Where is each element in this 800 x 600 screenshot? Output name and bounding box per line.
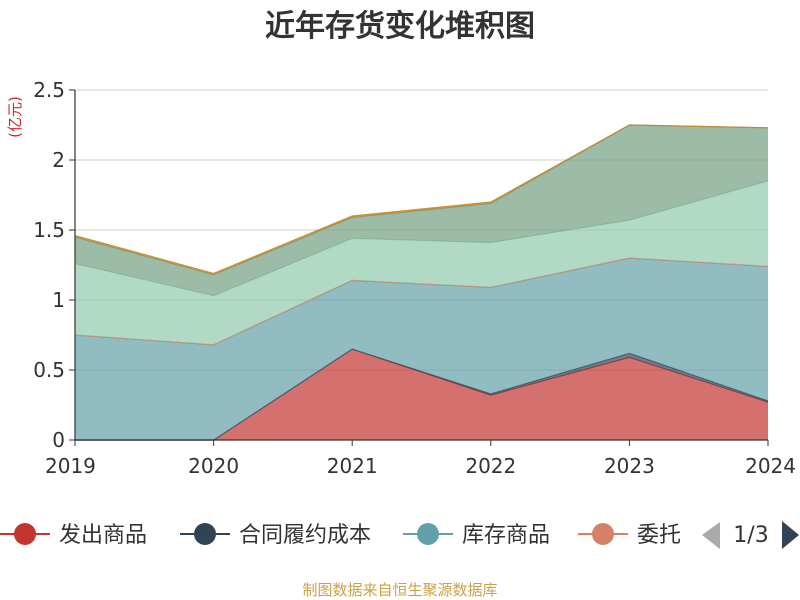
legend-label: 合同履约成本 [239, 523, 371, 548]
legend-pager: 1/3 [702, 521, 799, 549]
legend-label: 发出商品 [59, 523, 147, 548]
series-line [74, 124, 769, 275]
legend-circle-marker [14, 523, 36, 545]
axes [69, 89, 769, 446]
y-tick-label: 0 [52, 428, 65, 452]
data-source-note: 制图数据来自恒生聚源数据库 [302, 581, 497, 599]
legend-next-arrow-icon[interactable] [782, 521, 799, 549]
series-area [75, 349, 768, 440]
chart-title: 近年存货变化堆积图 [265, 9, 535, 44]
legend-page-indicator: 1/3 [733, 523, 768, 548]
y-unit-label: (亿元) [6, 96, 24, 138]
series-area [75, 258, 768, 440]
y-tick-label: 2 [52, 148, 65, 172]
legend-item[interactable]: 委托 [578, 523, 681, 548]
legend-circle-marker [417, 523, 439, 545]
legend-circle-marker [592, 523, 614, 545]
series-area [75, 181, 768, 345]
x-tick-label: 2019 [45, 454, 96, 478]
y-tick-label: 0.5 [33, 358, 65, 382]
legend: 发出商品 合同履约成本 库存商品 委托 [0, 523, 681, 548]
legend-label: 委托 [637, 523, 681, 548]
x-tick-label: 2022 [465, 454, 516, 478]
x-tick-label: 2020 [188, 454, 239, 478]
x-tick-label: 2023 [604, 454, 655, 478]
legend-item[interactable]: 合同履约成本 [180, 523, 371, 548]
x-tick-labels: 2019 2020 2021 2022 2023 2024 [45, 454, 796, 478]
x-tick-label: 2021 [327, 454, 378, 478]
y-tick-label: 1 [52, 288, 65, 312]
legend-circle-marker [194, 523, 216, 545]
legend-item[interactable]: 库存商品 [403, 523, 550, 548]
legend-prev-arrow-icon[interactable] [702, 522, 720, 549]
legend-item[interactable]: 发出商品 [0, 523, 147, 548]
y-tick-label: 2.5 [33, 78, 65, 102]
y-tick-labels: 0 0.5 1 1.5 2 2.5 [33, 78, 65, 452]
legend-label: 库存商品 [462, 523, 550, 548]
x-tick-label: 2024 [745, 454, 796, 478]
y-tick-label: 1.5 [33, 218, 65, 242]
area-series [74, 124, 769, 441]
